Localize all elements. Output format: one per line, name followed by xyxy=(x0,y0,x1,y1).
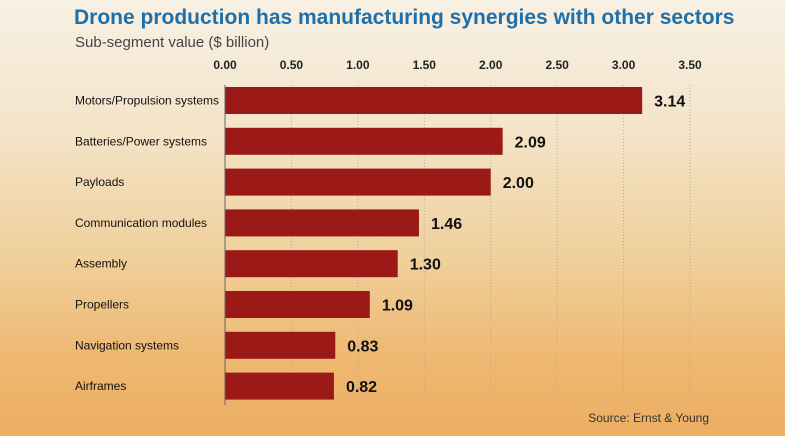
value-label: 2.09 xyxy=(515,134,546,151)
bar xyxy=(225,209,419,237)
x-tick-label: 2.50 xyxy=(545,58,569,72)
bar xyxy=(225,127,503,155)
chart-subtitle: Sub-segment value ($ billion) xyxy=(75,34,270,51)
value-label: 1.09 xyxy=(382,298,413,315)
bar xyxy=(225,372,334,400)
value-label: 0.83 xyxy=(347,338,378,355)
x-tick-label: 1.50 xyxy=(413,58,437,72)
category-label: Batteries/Power systems xyxy=(75,134,207,148)
x-tick-label: 0.50 xyxy=(280,58,304,72)
value-label: 1.30 xyxy=(410,257,441,274)
value-label: 3.14 xyxy=(654,94,685,111)
value-label: 1.46 xyxy=(431,216,462,233)
x-tick-label: 3.00 xyxy=(612,58,636,72)
category-label: Airframes xyxy=(75,379,126,393)
x-tick-label: 3.50 xyxy=(678,58,702,72)
chart-title: Drone production has manufacturing syner… xyxy=(74,6,735,29)
category-label: Assembly xyxy=(75,257,127,271)
bar xyxy=(225,331,336,359)
x-tick-label: 1.00 xyxy=(346,58,370,72)
category-label: Navigation systems xyxy=(75,338,179,352)
x-tick-label: 2.00 xyxy=(479,58,503,72)
bar xyxy=(225,250,398,278)
source-note: Source: Ernst & Young xyxy=(588,411,709,425)
bar xyxy=(225,87,643,114)
value-label: 2.00 xyxy=(503,175,534,192)
value-label: 0.82 xyxy=(346,379,377,396)
category-label: Motors/Propulsion systems xyxy=(75,94,219,108)
category-label: Communication modules xyxy=(75,216,207,230)
bar xyxy=(225,168,491,196)
category-label: Propellers xyxy=(75,298,129,312)
x-tick-label: 0.00 xyxy=(213,58,237,72)
category-label: Payloads xyxy=(75,175,124,189)
bar xyxy=(225,291,370,318)
